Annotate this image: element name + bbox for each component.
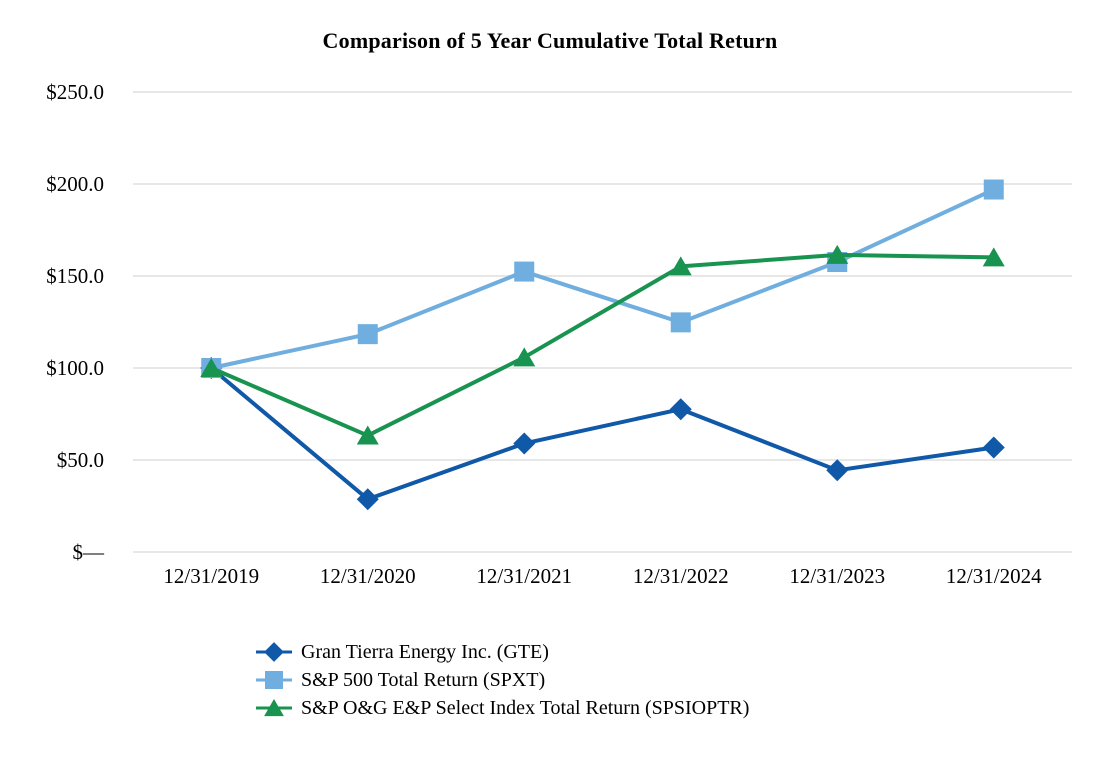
series-triangle	[200, 244, 1005, 445]
y-tick-label: $150.0	[46, 264, 104, 288]
square-marker	[357, 324, 378, 345]
triangle-marker	[513, 347, 536, 367]
diamond-marker	[356, 488, 379, 511]
series-line	[209, 187, 996, 370]
legend: Gran Tierra Energy Inc. (GTE) S&P 500 Tot…	[255, 638, 749, 722]
x-tick-label: 12/31/2020	[319, 564, 416, 588]
triangle-marker	[982, 247, 1005, 267]
square-marker	[514, 261, 535, 282]
triangle-marker	[264, 699, 284, 717]
diamond-legend-icon	[256, 642, 292, 662]
triangle-marker	[200, 358, 223, 377]
diamond-marker	[264, 642, 284, 662]
x-tick-label: 12/31/2024	[945, 564, 1042, 588]
square-marker	[983, 179, 1004, 200]
diamond-marker	[669, 398, 692, 421]
x-tick-label: 12/31/2021	[476, 564, 573, 588]
y-tick-label: $50.0	[56, 448, 104, 472]
triangle-marker	[669, 256, 692, 276]
y-tick-label: $200.0	[46, 172, 104, 196]
y-tick-label: $250.0	[46, 80, 104, 104]
x-tick-label: 12/31/2023	[789, 564, 886, 588]
legend-label: S&P O&G E&P Select Index Total Return (S…	[301, 696, 750, 719]
x-tick-label: 12/31/2022	[632, 564, 729, 588]
diamond-marker	[513, 432, 536, 455]
diamond-marker	[982, 436, 1005, 459]
series-square	[201, 179, 1004, 378]
triangle-legend-icon	[256, 699, 292, 717]
square-marker	[265, 671, 283, 689]
series-diamond	[200, 357, 1005, 511]
chart-title: Comparison of 5 Year Cumulative Total Re…	[322, 28, 778, 53]
diamond-marker	[826, 459, 849, 482]
x-tick-label: 12/31/2019	[163, 564, 260, 588]
y-tick-label: $100.0	[46, 356, 104, 380]
series-line	[209, 366, 996, 502]
triangle-marker	[826, 244, 849, 264]
square-legend-icon	[256, 671, 292, 689]
legend-label: Gran Tierra Energy Inc. (GTE)	[301, 640, 549, 663]
legend-item: Gran Tierra Energy Inc. (GTE)	[255, 638, 749, 666]
legend-item: S&P O&G E&P Select Index Total Return (S…	[255, 694, 749, 722]
y-tick-label: $—	[72, 540, 105, 564]
series-line	[209, 252, 996, 438]
square-marker	[670, 312, 691, 333]
triangle-marker	[356, 425, 379, 445]
legend-item: S&P 500 Total Return (SPXT)	[255, 666, 749, 694]
legend-label: S&P 500 Total Return (SPXT)	[301, 668, 546, 691]
